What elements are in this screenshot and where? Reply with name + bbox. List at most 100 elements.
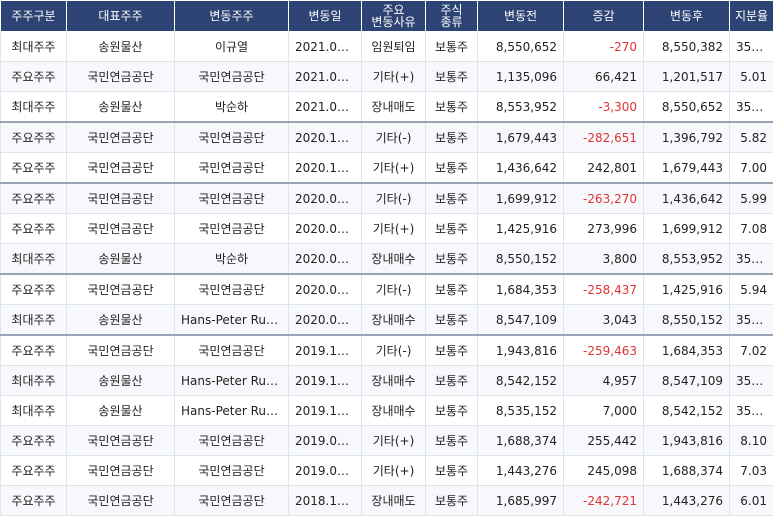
cell-stock-type: 보통주 (425, 425, 478, 456)
cell-date: 2020.01.16 (288, 304, 362, 336)
cell-change: -263,270 (563, 182, 644, 214)
table-body: 최대주주 송원물산 이규열 2021.02.26 임원퇴임 보통주 8,550,652 -27… (0, 31, 773, 516)
cell-stock-type: 보통주 (425, 395, 478, 426)
cell-rep-holder: 송원물산 (66, 395, 175, 426)
cell-holder-type: 최대주주 (0, 365, 67, 396)
column-header-stock-type[interactable]: 주식 종류 (425, 0, 478, 32)
cell-ratio: 5.94 (729, 273, 773, 305)
cell-before: 1,679,443 (477, 121, 564, 153)
cell-change: -258,437 (563, 273, 644, 305)
cell-rep-holder: 국민연금공단 (66, 121, 175, 153)
cell-after: 8,547,109 (643, 365, 730, 396)
cell-stock-type: 보통주 (425, 31, 478, 62)
cell-before: 1,684,353 (477, 273, 564, 305)
table-row[interactable]: 주요주주 국민연금공단 국민연금공단 2019.04.11 기타(+) 보통주 1,443,… (0, 455, 773, 486)
table-row[interactable]: 주요주주 국민연금공단 국민연금공단 2021.02.09 기타(+) 보통주 1,135,… (0, 61, 773, 92)
cell-reason: 장내매수 (361, 243, 426, 275)
column-header-reason[interactable]: 주요 변동사유 (361, 0, 426, 32)
cell-before: 1,436,642 (477, 152, 564, 184)
cell-holder-type: 최대주주 (0, 395, 67, 426)
cell-changed-holder: 국민연금공단 (174, 152, 289, 184)
cell-before: 8,550,652 (477, 31, 564, 62)
column-header-date[interactable]: 변동일 (288, 0, 362, 32)
table-row[interactable]: 주요주주 국민연금공단 국민연금공단 2020.02.14 기타(-) 보통주 1,684,… (0, 273, 773, 305)
cell-holder-type: 주요주주 (0, 182, 67, 214)
cell-holder-type: 최대주주 (0, 243, 67, 275)
column-header-before[interactable]: 변동전 (477, 0, 564, 32)
table-row[interactable]: 주요주주 국민연금공단 국민연금공단 2020.11.04 기타(+) 보통주 1,436,… (0, 152, 773, 184)
cell-reason: 기타(-) (361, 273, 426, 305)
cell-reason: 장내매수 (361, 304, 426, 336)
table-row[interactable]: 최대주주 송원물산 이규열 2021.02.26 임원퇴임 보통주 8,550,652 -27… (0, 31, 773, 62)
cell-ratio: 6.01 (729, 485, 773, 516)
cell-before: 8,542,152 (477, 365, 564, 396)
cell-stock-type: 보통주 (425, 91, 478, 123)
cell-stock-type: 보통주 (425, 152, 478, 184)
cell-stock-type: 보통주 (425, 365, 478, 396)
cell-date: 2021.02.09 (288, 61, 362, 92)
cell-changed-holder: 국민연금공단 (174, 213, 289, 244)
column-header-after[interactable]: 변동후 (643, 0, 730, 32)
cell-stock-type: 보통주 (425, 304, 478, 336)
cell-rep-holder: 국민연금공단 (66, 152, 175, 184)
table-row[interactable]: 최대주주 송원물산 Hans-Peter Rudolph 2020.01.16 장내매수… (0, 304, 773, 336)
cell-holder-type: 주요주주 (0, 425, 67, 456)
cell-date: 2019.04.11 (288, 455, 362, 486)
column-header-change[interactable]: 증감 (563, 0, 644, 32)
table-row[interactable]: 주요주주 국민연금공단 국민연금공단 2020.09.07 기타(-) 보통주 1,699,… (0, 182, 773, 214)
cell-changed-holder: 국민연금공단 (174, 425, 289, 456)
cell-holder-type: 주요주주 (0, 61, 67, 92)
table-row[interactable]: 주요주주 국민연금공단 국민연금공단 2019.11.25 기타(-) 보통주 1,943,… (0, 334, 773, 366)
cell-change: 66,421 (563, 61, 644, 92)
cell-changed-holder: 국민연금공단 (174, 61, 289, 92)
cell-change: 3,800 (563, 243, 644, 275)
cell-change: -270 (563, 31, 644, 62)
column-header-holder-type[interactable]: 주주구분 (0, 0, 67, 32)
cell-date: 2018.12.04 (288, 485, 362, 516)
cell-change: 3,043 (563, 304, 644, 336)
table-row[interactable]: 주요주주 국민연금공단 국민연금공단 2018.12.04 장내매도 보통주 1,685,9… (0, 485, 773, 516)
cell-date: 2020.03.18 (288, 243, 362, 275)
cell-reason: 장내매수 (361, 365, 426, 396)
table-row[interactable]: 주요주주 국민연금공단 국민연금공단 2020.12.17 기타(-) 보통주 1,679,… (0, 121, 773, 153)
cell-before: 8,535,152 (477, 395, 564, 426)
cell-after: 8,542,152 (643, 395, 730, 426)
table-row[interactable]: 최대주주 송원물산 박순하 2020.03.18 장내매수 보통주 8,550,152 3,8… (0, 243, 773, 275)
cell-reason: 장내매수 (361, 395, 426, 426)
cell-rep-holder: 송원물산 (66, 304, 175, 336)
cell-ratio: 35.63 (729, 304, 773, 336)
cell-rep-holder: 국민연금공단 (66, 425, 175, 456)
column-header-ratio[interactable]: 지분율 (729, 0, 773, 32)
cell-change: -242,721 (563, 485, 644, 516)
cell-change: 242,801 (563, 152, 644, 184)
cell-reason: 기타(+) (361, 425, 426, 456)
cell-change: 7,000 (563, 395, 644, 426)
cell-ratio: 7.00 (729, 152, 773, 184)
cell-ratio: 35.61 (729, 365, 773, 396)
cell-ratio: 5.82 (729, 121, 773, 153)
cell-stock-type: 보통주 (425, 485, 478, 516)
cell-change: -259,463 (563, 334, 644, 366)
cell-after: 8,553,952 (643, 243, 730, 275)
cell-date: 2020.04.27 (288, 213, 362, 244)
cell-reason: 장내매도 (361, 485, 426, 516)
cell-date: 2020.11.04 (288, 152, 362, 184)
cell-holder-type: 최대주주 (0, 91, 67, 123)
cell-after: 1,443,276 (643, 485, 730, 516)
cell-holder-type: 주요주주 (0, 485, 67, 516)
cell-rep-holder: 송원물산 (66, 243, 175, 275)
table-row[interactable]: 최대주주 송원물산 박순하 2021.02.04 장내매도 보통주 8,553,952 -3,… (0, 91, 773, 123)
cell-after: 1,425,916 (643, 273, 730, 305)
column-header-rep-holder[interactable]: 대표주주 (66, 0, 175, 32)
cell-stock-type: 보통주 (425, 273, 478, 305)
table-row[interactable]: 최대주주 송원물산 Hans-Peter Rudolph 2019.11.25 장내매수… (0, 365, 773, 396)
table-row[interactable]: 최대주주 송원물산 Hans-Peter Rudolph 2019.10.29 장내매수… (0, 395, 773, 426)
table-row[interactable]: 주요주주 국민연금공단 국민연금공단 2019.05.27 기타(+) 보통주 1,688,… (0, 425, 773, 456)
cell-stock-type: 보통주 (425, 61, 478, 92)
cell-before: 8,547,109 (477, 304, 564, 336)
cell-ratio: 8.10 (729, 425, 773, 456)
cell-after: 8,550,652 (643, 91, 730, 123)
table-row[interactable]: 주요주주 국민연금공단 국민연금공단 2020.04.27 기타(+) 보통주 1,425,… (0, 213, 773, 244)
column-header-changed-holder[interactable]: 변동주주 (174, 0, 289, 32)
cell-date: 2019.05.27 (288, 425, 362, 456)
